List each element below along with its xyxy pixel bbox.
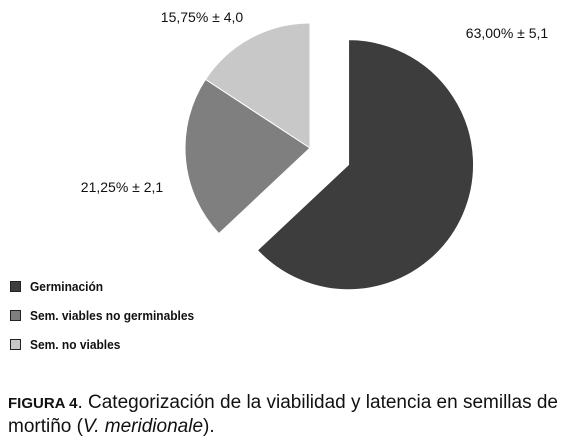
pie-slices xyxy=(184,22,474,291)
legend-swatch-no-viables xyxy=(10,339,21,350)
pie-chart: 63,00% ± 5,1 21,25% ± 2,1 15,75% ± 4,0 xyxy=(81,9,549,291)
slice-label-viables-no-germinables: 21,25% ± 2,1 xyxy=(81,179,164,195)
caption-text-before: . Categorización de la viabilidad y late… xyxy=(8,392,559,437)
pie-slice-viables-no-germinables xyxy=(184,78,311,235)
legend-item-germinacion: Germinación xyxy=(10,272,208,301)
slice-label-germinacion: 63,00% ± 5,1 xyxy=(466,25,549,41)
caption-text-after: ). xyxy=(203,416,215,437)
legend-swatch-germinacion xyxy=(10,281,21,292)
legend-swatch-viables-no-germinables xyxy=(10,310,21,321)
legend-item-viables-no-germinables: Sem. viables no germinables xyxy=(10,301,208,330)
figure-caption: FIGURA 4. Categorización de la viabilida… xyxy=(8,391,564,438)
legend-item-no-viables: Sem. no viables xyxy=(10,330,208,359)
legend-label-viables-no-germinables: Sem. viables no germinables xyxy=(30,308,195,323)
legend-label-no-viables: Sem. no viables xyxy=(30,337,121,352)
legend: Germinación Sem. viables no germinables … xyxy=(10,272,208,359)
caption-species: V. meridionale xyxy=(82,416,204,437)
figure-label: FIGURA 4 xyxy=(8,395,78,412)
slice-label-no-viables: 15,75% ± 4,0 xyxy=(161,9,244,25)
pie-slice-no-viables xyxy=(204,22,311,149)
slice-labels: 63,00% ± 5,1 21,25% ± 2,1 15,75% ± 4,0 xyxy=(81,9,549,195)
legend-label-germinacion: Germinación xyxy=(30,279,104,294)
pie-slice-germinacion xyxy=(256,39,474,291)
